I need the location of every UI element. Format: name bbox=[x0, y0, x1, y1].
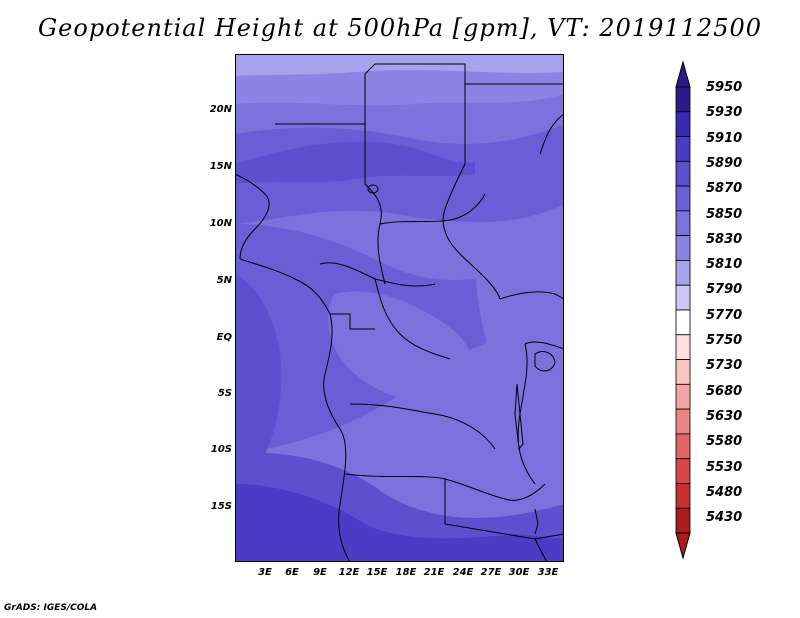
colorbar-swatch bbox=[675, 210, 691, 237]
lon-label-6e: 6E bbox=[285, 567, 299, 578]
border-kenya bbox=[524, 341, 564, 350]
colorbar-swatch bbox=[675, 383, 691, 410]
lat-label-10s: 10S bbox=[210, 444, 232, 455]
map-title: Geopotential Height at 500hPa [gpm], VT:… bbox=[38, 14, 762, 42]
lat-label-15n: 15N bbox=[209, 161, 232, 172]
lake-tanganyika bbox=[514, 383, 524, 451]
colorbar-top-arrow bbox=[675, 60, 691, 88]
colorbar-swatch bbox=[675, 284, 691, 311]
country-borders bbox=[235, 63, 564, 562]
lake-chad bbox=[367, 184, 379, 194]
lakes bbox=[367, 184, 556, 535]
border-sudan-west bbox=[442, 124, 501, 300]
border-gabon bbox=[330, 313, 375, 330]
border-congo-drc bbox=[374, 278, 451, 360]
colorbar-swatch bbox=[675, 433, 691, 460]
lon-label-9e: 9E bbox=[313, 567, 327, 578]
colorbar-label: 5630 bbox=[706, 408, 743, 424]
colorbar-bottom-arrow bbox=[675, 532, 691, 560]
border-south bbox=[444, 523, 564, 540]
map-svg bbox=[235, 54, 564, 562]
colorbar-label: 5810 bbox=[706, 257, 743, 273]
colorbar-swatch bbox=[675, 507, 691, 534]
map-panel bbox=[235, 54, 564, 562]
field-band-5810-north bbox=[235, 54, 564, 76]
field-band-5850-congo bbox=[327, 291, 474, 402]
border-red-sea bbox=[539, 113, 564, 155]
colorbar-label: 5680 bbox=[706, 383, 743, 399]
colorbar-swatch bbox=[675, 260, 691, 286]
border-angola-north bbox=[349, 403, 496, 450]
field-band-5890-west bbox=[235, 274, 282, 464]
colorbar-label: 5890 bbox=[706, 155, 743, 171]
colorbar-label: 5930 bbox=[706, 105, 743, 121]
lon-label-30e: 30E bbox=[508, 567, 530, 578]
colorbar-swatch bbox=[675, 458, 691, 484]
field-band-5910-south bbox=[235, 484, 564, 562]
colorbar-label: 5480 bbox=[706, 484, 743, 500]
colorbar-swatch bbox=[675, 359, 691, 385]
lon-label-21e: 21E bbox=[423, 567, 445, 578]
lat-label-10n: 10N bbox=[209, 218, 232, 229]
lat-label-15s: 15S bbox=[210, 501, 232, 512]
colorbar-swatch bbox=[675, 185, 691, 212]
lake-malawi bbox=[534, 508, 539, 535]
map-frame bbox=[235, 54, 564, 562]
colorbar-label: 5830 bbox=[706, 231, 743, 247]
colorbar-label: 5910 bbox=[706, 130, 743, 146]
lake-victoria bbox=[534, 351, 556, 372]
footer-credit: GrADS: IGES/COLA bbox=[4, 603, 98, 613]
lon-label-3e: 3E bbox=[258, 567, 272, 578]
colorbar-swatch bbox=[675, 160, 691, 187]
colorbar-label: 5580 bbox=[706, 434, 743, 450]
colorbar-label: 5950 bbox=[706, 80, 743, 95]
colorbar-label: 5750 bbox=[706, 333, 743, 348]
colorbar-label: 5790 bbox=[706, 282, 743, 298]
border-chad-sudan bbox=[379, 193, 486, 225]
border-egypt-libya bbox=[464, 64, 564, 85]
colorbar-swatch bbox=[675, 334, 691, 360]
lon-label-12e: 12E bbox=[338, 567, 360, 578]
lat-label-20n: 20N bbox=[209, 104, 232, 115]
field-band-5890-sahel bbox=[235, 141, 475, 184]
lon-label-18e: 18E bbox=[395, 567, 417, 578]
border-zambia bbox=[444, 478, 546, 501]
colorbar-label: 5530 bbox=[706, 459, 743, 475]
colorbar-swatch bbox=[675, 309, 691, 336]
lon-label-33e: 33E bbox=[537, 567, 559, 578]
lat-label-5s: 5S bbox=[217, 388, 232, 399]
colorbar-label: 5430 bbox=[706, 510, 743, 526]
colorbar-label: 5730 bbox=[706, 358, 743, 374]
colorbar-swatch bbox=[675, 136, 691, 162]
colorbar-swatch bbox=[675, 86, 691, 113]
colorbar-swatch bbox=[675, 235, 691, 261]
lat-label-5n: 5N bbox=[216, 275, 232, 286]
border-ssudan-uganda bbox=[499, 291, 564, 300]
colorbar-label: 5770 bbox=[706, 307, 743, 323]
lon-label-27e: 27E bbox=[480, 567, 502, 578]
lon-label-15e: 15E bbox=[366, 567, 388, 578]
colorbar-swatch bbox=[675, 483, 691, 509]
colorbar-label: 5870 bbox=[706, 181, 743, 197]
colorbar-swatch bbox=[675, 111, 691, 137]
colorbar bbox=[675, 60, 691, 560]
field-band-5850-east bbox=[475, 254, 564, 474]
border-angola-namibia bbox=[344, 473, 446, 524]
colorbar-label: 5850 bbox=[706, 206, 743, 222]
coast-west-africa bbox=[235, 173, 270, 260]
lon-label-24e: 24E bbox=[452, 567, 474, 578]
colorbar-swatch bbox=[675, 408, 691, 435]
coast-gulf-guinea bbox=[239, 258, 351, 562]
lat-label-eq: EQ bbox=[216, 332, 232, 343]
